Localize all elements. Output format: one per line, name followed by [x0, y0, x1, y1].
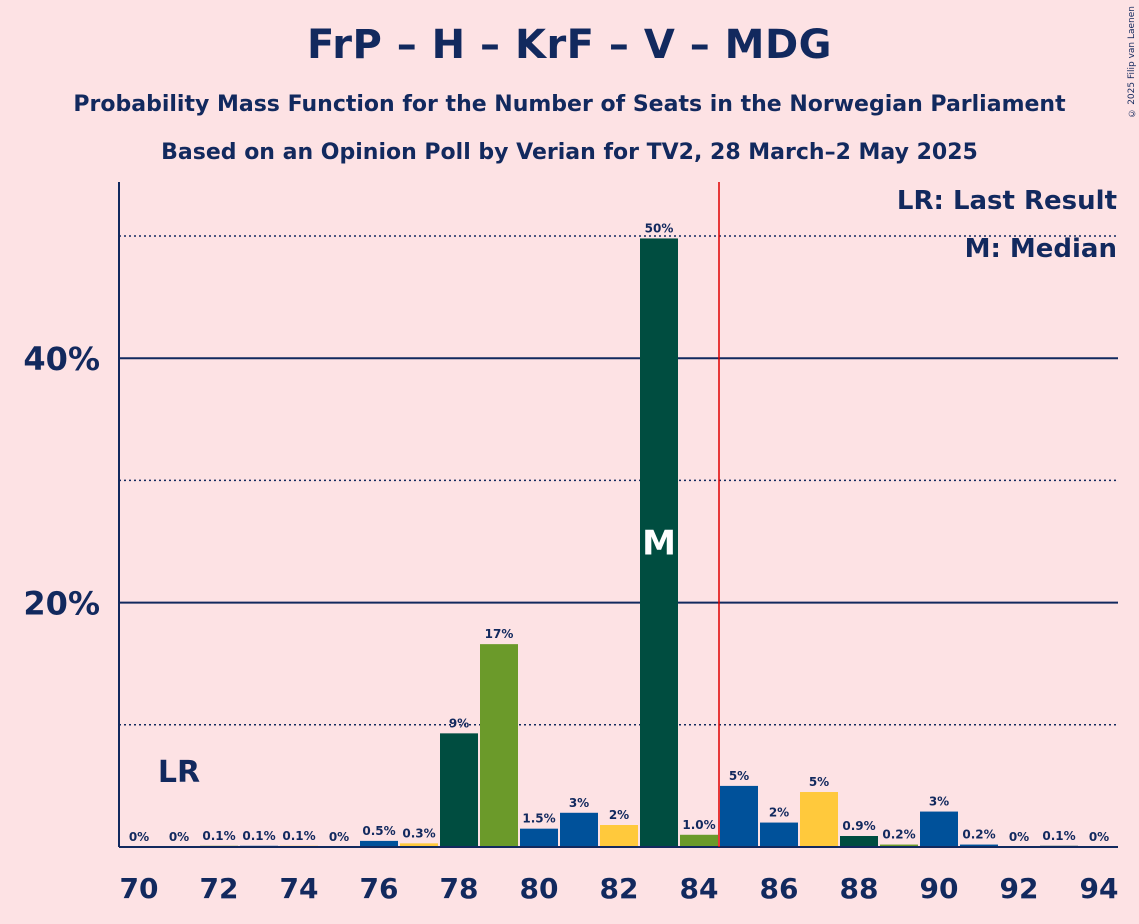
- bar-seat-88: [840, 836, 878, 847]
- bar-value-label: 5%: [809, 775, 829, 789]
- bar-value-label: 0.1%: [202, 829, 235, 843]
- median-marker: M: [642, 524, 676, 564]
- x-tick-label: 86: [760, 872, 799, 905]
- x-tick-label: 76: [360, 872, 399, 905]
- bar-seat-80: [520, 828, 558, 847]
- bar-value-label: 0.9%: [842, 819, 875, 833]
- x-tick-label: 82: [600, 872, 639, 905]
- bar-seat-89: [880, 844, 918, 847]
- axes: 20% 40% 70 72 74 76 78 80 82 84 86 88 90 92 94: [23, 182, 1118, 905]
- x-tick-label: 78: [440, 872, 479, 905]
- grid-lines: [119, 235, 1118, 726]
- bar-value-label: 2%: [769, 806, 789, 820]
- bar-value-label: 0.5%: [362, 824, 395, 838]
- x-tick-label: 70: [120, 872, 159, 905]
- bar-seat-79: [480, 644, 518, 847]
- bar-value-label: 1.5%: [522, 812, 555, 826]
- bar-seat-81: [560, 812, 598, 847]
- bar-value-label: 0.2%: [882, 828, 915, 842]
- bar-value-label: 0.1%: [242, 829, 275, 843]
- bar-value-label: 0.3%: [402, 826, 435, 840]
- bar-seat-76: [360, 840, 398, 847]
- bar-seat-91: [960, 844, 998, 847]
- chart-subtitle-source: Based on an Opinion Poll by Verian for T…: [161, 140, 978, 165]
- bar-value-label: 2%: [609, 808, 629, 822]
- last-result-marker: LR: [158, 755, 200, 790]
- x-tick-label: 74: [280, 872, 319, 905]
- bar-value-label: 0%: [169, 830, 189, 844]
- x-tick-label: 72: [200, 872, 239, 905]
- bar-labels: 0% 0% 0.1% 0.1% 0.1% 0% 0.5% 0.3% 9% 17% 1.5% 3% 2% 5…: [129, 221, 1109, 844]
- bar-value-label: 0.1%: [1042, 829, 1075, 843]
- bar-seat-90: [920, 811, 958, 847]
- bar-value-label: 5%: [729, 769, 749, 783]
- x-tick-label: 90: [920, 872, 959, 905]
- bar-value-label: 9%: [449, 716, 469, 730]
- bar-value-label: 0.1%: [282, 829, 315, 843]
- x-tick-label: 92: [1000, 872, 1039, 905]
- bar-seat-77: [400, 843, 438, 847]
- chart-title: FrP – H – KrF – V – MDG: [306, 22, 833, 68]
- chart-subtitle: Probability Mass Function for the Number…: [73, 92, 1066, 117]
- bar-seat-85: [720, 785, 758, 847]
- bar-seat-87: [800, 792, 838, 847]
- x-tick-label: 80: [520, 872, 559, 905]
- bars: [200, 238, 1078, 848]
- x-tick-label: 94: [1080, 872, 1119, 905]
- legend-median: M: Median: [965, 234, 1117, 264]
- x-tick-label: 88: [840, 872, 879, 905]
- legend-last-result: LR: Last Result: [897, 186, 1117, 216]
- bar-seat-83: [640, 238, 678, 848]
- bar-seat-86: [760, 822, 798, 847]
- bar-value-label: 0%: [329, 830, 349, 844]
- bar-value-label: 0%: [1089, 830, 1109, 844]
- bar-value-label: 1.0%: [682, 818, 715, 832]
- bar-value-label: 0.2%: [962, 828, 995, 842]
- bar-value-label: 50%: [645, 221, 674, 235]
- bar-seat-84: [680, 834, 718, 847]
- bar-value-label: 3%: [569, 796, 589, 810]
- bar-seat-78: [440, 733, 478, 847]
- bar-seat-82: [600, 825, 638, 847]
- y-tick-label: 20%: [23, 585, 100, 623]
- bar-value-label: 0%: [1009, 830, 1029, 844]
- bar-value-label: 17%: [485, 627, 514, 641]
- y-tick-label: 40%: [23, 340, 100, 378]
- bar-value-label: 3%: [929, 795, 949, 809]
- bar-value-label: 0%: [129, 830, 149, 844]
- x-tick-label: 84: [680, 872, 719, 905]
